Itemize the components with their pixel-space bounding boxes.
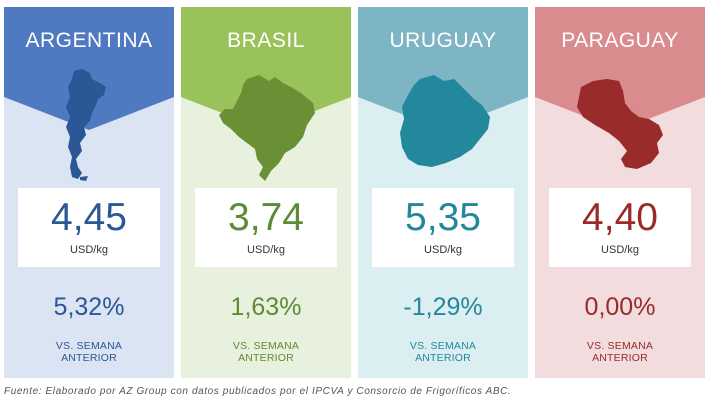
card-banner xyxy=(358,7,528,130)
card-brasil: BRASIL 3,74 USD/kg 1,63% VS. SEMANA ANTE… xyxy=(181,7,351,378)
price-unit: USD/kg xyxy=(424,244,462,256)
comparison-label-line2: ANTERIOR xyxy=(592,352,648,364)
price-unit: USD/kg xyxy=(601,244,639,256)
weekly-change: 0,00% xyxy=(584,293,656,321)
comparison-label-line1: VS. SEMANA xyxy=(55,340,123,352)
card-uruguay: URUGUAY 5,35 USD/kg -1,29% VS. SEMANA AN… xyxy=(358,7,528,378)
comparison-label: VS. SEMANA ANTERIOR xyxy=(535,340,705,364)
weekly-change: 5,32% xyxy=(53,293,125,321)
country-name: ARGENTINA xyxy=(25,29,153,52)
card-banner xyxy=(4,7,174,130)
comparison-label: VS. SEMANA ANTERIOR xyxy=(4,340,174,364)
card-paraguay: PARAGUAY 4,40 USD/kg 0,00% VS. SEMANA AN… xyxy=(535,7,705,378)
comparison-label-line1: VS. SEMANA xyxy=(232,340,300,352)
price-box: 4,40 USD/kg xyxy=(549,188,691,267)
comparison-label-line1: VS. SEMANA xyxy=(586,340,654,352)
weekly-change: -1,29% xyxy=(403,293,483,321)
price-unit: USD/kg xyxy=(247,244,285,256)
country-name: URUGUAY xyxy=(389,29,497,52)
price-value: 3,74 xyxy=(228,196,304,239)
price-value: 4,45 xyxy=(51,196,127,239)
comparison-label-line2: ANTERIOR xyxy=(238,352,294,364)
country-name: PARAGUAY xyxy=(561,29,679,52)
comparison-label-line2: ANTERIOR xyxy=(61,352,117,364)
price-box: 5,35 USD/kg xyxy=(372,188,514,267)
comparison-label-line1: VS. SEMANA xyxy=(409,340,477,352)
source-note: Fuente: Elaborado por AZ Group con datos… xyxy=(4,386,512,397)
card-argentina: ARGENTINA 4,45 USD/kg 5,32% VS. SEMANA A… xyxy=(4,7,174,378)
price-box: 4,45 USD/kg xyxy=(18,188,160,267)
comparison-label-line2: ANTERIOR xyxy=(415,352,471,364)
price-value: 4,40 xyxy=(582,196,658,239)
card-banner xyxy=(535,7,705,130)
comparison-label: VS. SEMANA ANTERIOR xyxy=(181,340,351,364)
brasil-map-icon xyxy=(217,75,317,181)
argentina-map-icon xyxy=(60,69,112,181)
price-unit: USD/kg xyxy=(70,244,108,256)
weekly-change: 1,63% xyxy=(230,293,302,321)
paraguay-map-icon xyxy=(575,77,665,169)
country-name: BRASIL xyxy=(227,29,305,52)
price-box: 3,74 USD/kg xyxy=(195,188,337,267)
comparison-label: VS. SEMANA ANTERIOR xyxy=(358,340,528,364)
uruguay-map-icon xyxy=(398,75,492,171)
price-value: 5,35 xyxy=(405,196,481,239)
